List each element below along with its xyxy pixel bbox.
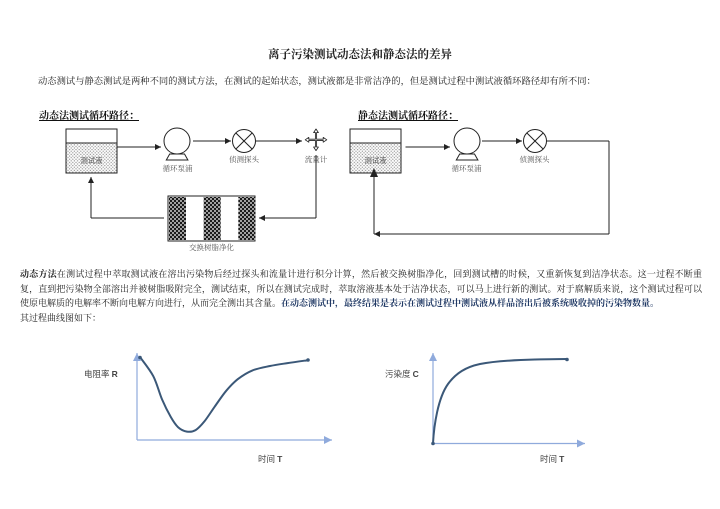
svg-text:污染度 C: 污染度 C xyxy=(385,369,419,379)
svg-text:时间 T: 时间 T xyxy=(540,454,565,464)
